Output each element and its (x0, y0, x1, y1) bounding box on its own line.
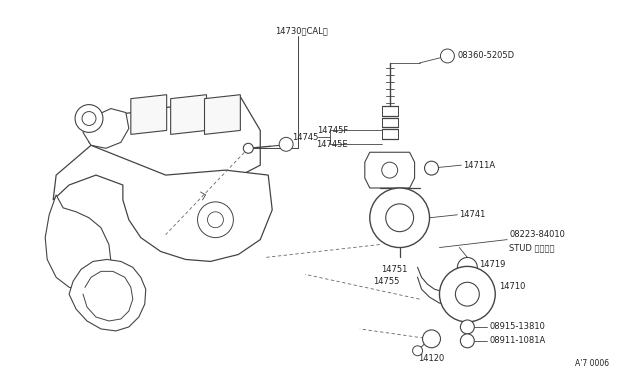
Text: STUD スタッド: STUD スタッド (509, 243, 555, 252)
Text: 14711A: 14711A (463, 161, 495, 170)
Polygon shape (45, 195, 111, 291)
Text: 14751: 14751 (381, 265, 408, 274)
Polygon shape (83, 109, 129, 148)
Circle shape (243, 143, 253, 153)
Circle shape (413, 346, 422, 356)
Text: 14745: 14745 (292, 133, 318, 142)
Circle shape (386, 204, 413, 232)
Circle shape (458, 257, 477, 277)
Circle shape (82, 112, 96, 125)
Circle shape (440, 49, 454, 63)
Circle shape (370, 188, 429, 247)
Polygon shape (365, 152, 415, 188)
Circle shape (440, 266, 495, 322)
Text: S: S (445, 54, 450, 58)
Text: 14710: 14710 (499, 282, 525, 291)
Circle shape (456, 282, 479, 306)
Circle shape (207, 212, 223, 228)
Polygon shape (89, 97, 260, 185)
Text: N: N (465, 339, 470, 343)
Circle shape (422, 330, 440, 348)
Circle shape (460, 320, 474, 334)
Circle shape (75, 105, 103, 132)
Text: 08223-84010: 08223-84010 (509, 230, 565, 239)
Text: A'7 0006: A'7 0006 (575, 359, 609, 368)
Circle shape (381, 162, 397, 178)
Text: 14745E: 14745E (316, 140, 348, 149)
Polygon shape (131, 95, 166, 134)
Text: 08915-13810: 08915-13810 (489, 323, 545, 331)
Text: 08360-5205D: 08360-5205D (458, 51, 515, 61)
Text: 14745F: 14745F (317, 126, 348, 135)
Text: 14730〈CAL〉: 14730〈CAL〉 (275, 27, 328, 36)
Circle shape (460, 334, 474, 348)
Polygon shape (69, 259, 146, 331)
Text: 08911-1081A: 08911-1081A (489, 336, 545, 345)
Text: W: W (464, 324, 470, 330)
Polygon shape (205, 95, 241, 134)
Circle shape (198, 202, 234, 238)
Text: 14741: 14741 (460, 210, 486, 219)
Text: 14719: 14719 (479, 260, 506, 269)
Text: 14755: 14755 (373, 277, 399, 286)
Polygon shape (53, 145, 272, 262)
Circle shape (279, 137, 293, 151)
Polygon shape (171, 95, 207, 134)
Text: 14120: 14120 (419, 354, 445, 363)
Circle shape (424, 161, 438, 175)
